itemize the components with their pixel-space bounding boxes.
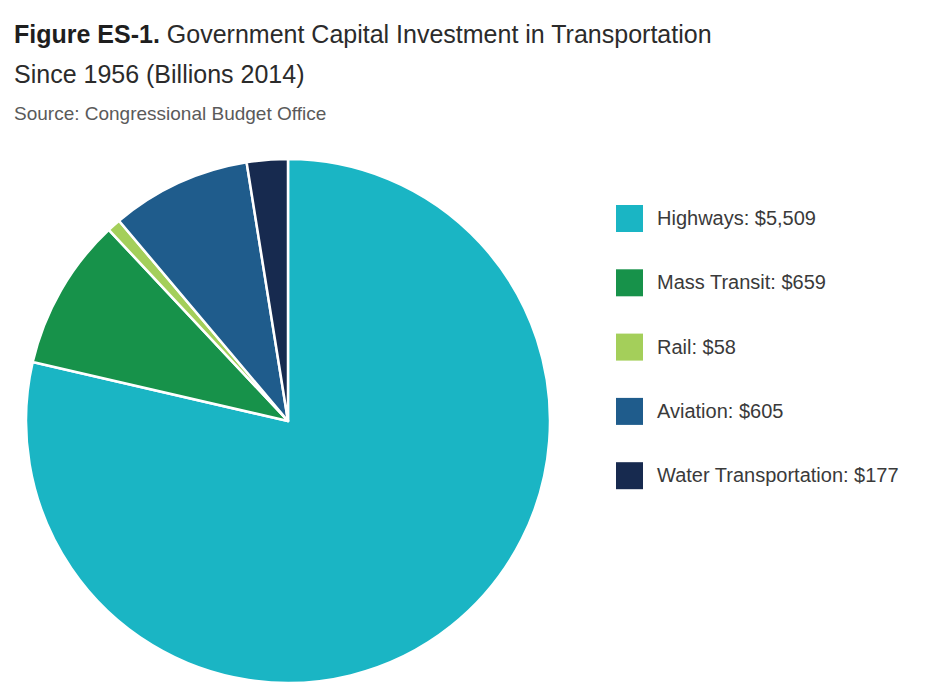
title: Figure ES-1. Government Capital Investme… <box>14 14 774 94</box>
legend-swatch <box>616 462 643 489</box>
legend-swatch <box>616 269 643 296</box>
legend-label: Highways: $5,509 <box>657 207 816 229</box>
legend-swatch <box>616 398 643 425</box>
pie-slice <box>26 159 550 683</box>
legend-label: Water Transportation: $177 <box>657 464 899 486</box>
pie <box>26 159 550 683</box>
legend-swatch <box>616 334 643 361</box>
chart: Highways: $5,509 Mass Transit: $659 Rail: … <box>0 0 942 698</box>
subtitle: Source: Congressional Budget Office <box>14 103 326 125</box>
legend-label: Mass Transit: $659 <box>657 271 826 293</box>
legend: Highways: $5,509 Mass Transit: $659 Rail: … <box>616 205 899 489</box>
legend-swatch <box>616 205 643 232</box>
legend-label: Aviation: $605 <box>657 400 783 422</box>
legend-label: Rail: $58 <box>657 336 736 358</box>
pie-slice <box>247 159 288 421</box>
